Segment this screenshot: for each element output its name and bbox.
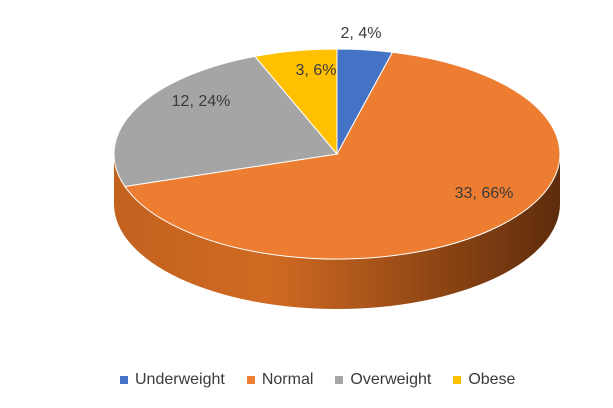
slice-side-normal xyxy=(114,154,560,309)
data-label-obese: 3, 6% xyxy=(296,62,337,79)
legend-swatch-normal xyxy=(246,376,255,384)
legend-item-obese[interactable]: Obese xyxy=(453,371,515,389)
pie-sides xyxy=(114,154,560,309)
data-label-normal: 33, 66% xyxy=(455,185,514,202)
data-label-overweight: 12, 24% xyxy=(172,93,231,110)
pie-data-labels: 2, 4% 33, 66% 12, 24% 3, 6% xyxy=(172,25,514,202)
legend-swatch-obese xyxy=(453,376,462,384)
legend-item-normal[interactable]: Normal xyxy=(246,371,314,389)
legend-label-obese: Obese xyxy=(468,371,516,388)
slice-obese[interactable] xyxy=(253,48,338,156)
legend-item-underweight[interactable]: Underweight xyxy=(120,371,225,389)
legend: Underweight Normal Overweight Obese xyxy=(120,370,515,390)
legend-swatch-underweight xyxy=(120,376,128,384)
legend-label-normal: Normal xyxy=(261,371,314,388)
legend-label-underweight: Underweight xyxy=(135,371,225,388)
pie-slices xyxy=(113,48,561,260)
legend-label-overweight: Overweight xyxy=(350,371,432,388)
legend-item-overweight[interactable]: Overweight xyxy=(335,371,431,389)
slice-normal[interactable] xyxy=(124,51,561,260)
slice-overweight[interactable] xyxy=(113,55,338,187)
data-label-underweight: 2, 4% xyxy=(341,25,382,42)
legend-swatch-overweight xyxy=(335,376,344,384)
